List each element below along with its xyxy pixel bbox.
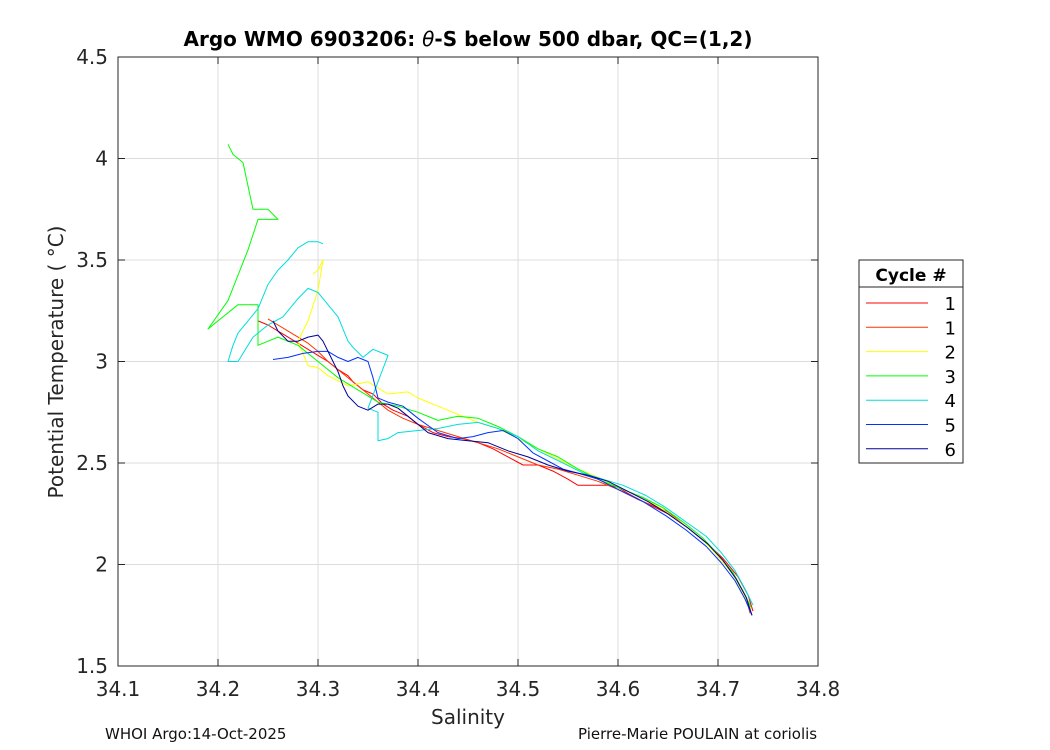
legend-label-4: 4 [945,391,956,412]
x-tick-label: 34.7 [696,677,741,701]
legend-items: 1 1 2 3 4 5 6 [866,294,956,461]
y-tick-label: 2 [95,553,108,577]
x-tick-label: 34.3 [296,677,341,701]
series-line-6 [272,320,753,616]
series-layer [207,144,754,616]
y-tick-label: 4 [95,147,108,171]
x-tick-label: 34.2 [196,677,241,701]
y-tick-label: 3.5 [76,248,108,272]
legend-title: Cycle # [875,266,946,286]
legend-label-2: 2 [945,343,956,364]
legend-label-1: 1 [945,318,956,339]
y-tick-label: 2.5 [76,451,108,475]
y-tick-label: 4.5 [76,45,108,69]
legend: Cycle # 1 1 2 3 4 5 6 [858,259,964,464]
legend-label-0: 1 [945,294,956,315]
y-axis-label: Potential Temperature ( °C) [44,226,68,499]
chart-title: Argo WMO 6903206: θ-S below 500 dbar, QC… [184,27,753,51]
series-line-4 [227,241,754,606]
y-tick-labels: 1.5 2 2.5 3 3.5 4 4.5 [76,45,818,678]
legend-box [858,259,964,464]
x-tick-label: 34.5 [496,677,541,701]
footer-right: Pierre-Marie POULAIN at coriolis [578,725,818,743]
series-line-3 [207,144,752,608]
x-tick-label: 34.1 [96,677,141,701]
x-tick-label: 34.4 [396,677,441,701]
series-line-5 [272,350,753,616]
x-tick-label: 34.6 [596,677,641,701]
legend-label-5: 5 [945,416,956,437]
y-tick-label: 1.5 [76,654,108,678]
legend-label-6: 6 [945,440,956,461]
x-axis-label: Salinity [431,705,505,729]
x-tick-label: 34.8 [796,677,841,701]
y-tick-label: 3 [95,350,108,374]
legend-label-3: 3 [945,367,956,388]
x-tick-labels: 34.1 34.2 34.3 34.4 34.5 34.6 34.7 34.8 [96,57,841,701]
footer-left: WHOI Argo:14-Oct-2025 [105,725,287,743]
